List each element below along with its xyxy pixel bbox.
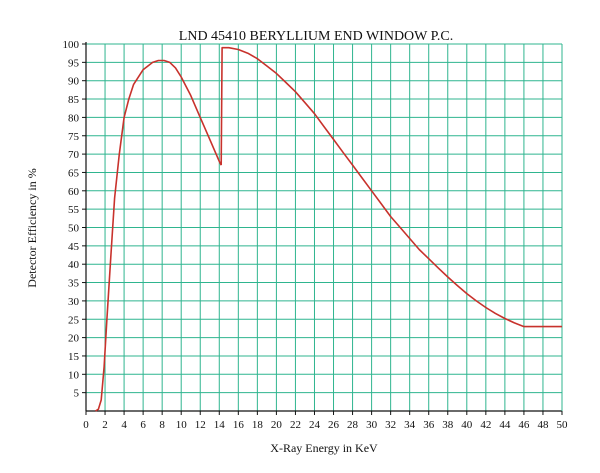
series-line <box>95 59 222 412</box>
x-tick-label: 32 <box>385 419 396 431</box>
x-tick-label: 36 <box>423 419 435 431</box>
series-line <box>220 46 562 328</box>
y-tick-label: 25 <box>68 314 80 326</box>
x-tick-label: 10 <box>176 419 188 431</box>
x-tick-label: 4 <box>121 419 127 431</box>
y-tick-label: 50 <box>68 223 80 235</box>
x-tick-label: 26 <box>328 419 340 431</box>
x-tick-label: 16 <box>233 419 245 431</box>
y-tick-label: 60 <box>68 186 80 198</box>
y-tick-label: 15 <box>68 351 80 363</box>
y-tick-label: 100 <box>63 39 80 51</box>
x-tick-label: 28 <box>347 419 359 431</box>
axes <box>85 42 563 412</box>
x-tick-label: 40 <box>461 419 473 431</box>
y-tick-label: 35 <box>68 278 80 290</box>
x-tick-label: 50 <box>557 419 569 431</box>
y-tick-label: 20 <box>68 333 80 345</box>
y-tick-label: 80 <box>68 112 80 124</box>
x-tick-label: 6 <box>140 419 146 431</box>
y-tick-label: 5 <box>74 388 80 400</box>
y-tick-label: 85 <box>68 94 80 106</box>
x-tick-label: 42 <box>480 419 491 431</box>
y-tick-label: 10 <box>68 369 80 381</box>
x-tick-label: 14 <box>214 419 226 431</box>
x-tick-label: 8 <box>159 419 165 431</box>
x-tick-label: 12 <box>195 419 206 431</box>
x-tick-label: 44 <box>499 419 511 431</box>
y-tick-label: 90 <box>68 76 80 88</box>
y-tick-label: 55 <box>68 204 80 216</box>
x-tick-label: 0 <box>83 419 89 431</box>
x-tick-label: 34 <box>404 419 416 431</box>
x-tick-label: 22 <box>290 419 301 431</box>
grid <box>86 43 563 411</box>
y-tick-label: 30 <box>68 296 80 308</box>
x-tick-label: 24 <box>309 419 321 431</box>
y-tick-label: 40 <box>68 259 80 271</box>
x-tick-label: 46 <box>518 419 530 431</box>
chart-title: LND 45410 BERYLLIUM END WINDOW P.C. <box>179 29 453 44</box>
x-tick-label: 48 <box>537 419 549 431</box>
x-tick-label: 30 <box>366 419 378 431</box>
x-tick-label: 38 <box>442 419 454 431</box>
y-tick-label: 70 <box>68 149 80 161</box>
ticks: 0 2 4 6 8 10 12 14 16 18 20 22 24 26 28 30 32 34 36 38 40 42 4… <box>63 39 569 431</box>
x-axis-label: X-Ray Energy in KeV <box>270 441 378 455</box>
x-tick-label: 20 <box>271 419 283 431</box>
y-axis-label: Detector Efficiency in % <box>25 168 39 287</box>
x-tick-label: 18 <box>252 419 264 431</box>
y-tick-label: 65 <box>68 167 80 179</box>
y-tick-label: 95 <box>68 57 80 69</box>
y-tick-label: 45 <box>68 241 80 253</box>
x-tick-label: 2 <box>102 419 108 431</box>
y-tick-label: 75 <box>68 131 80 143</box>
series <box>95 46 562 412</box>
